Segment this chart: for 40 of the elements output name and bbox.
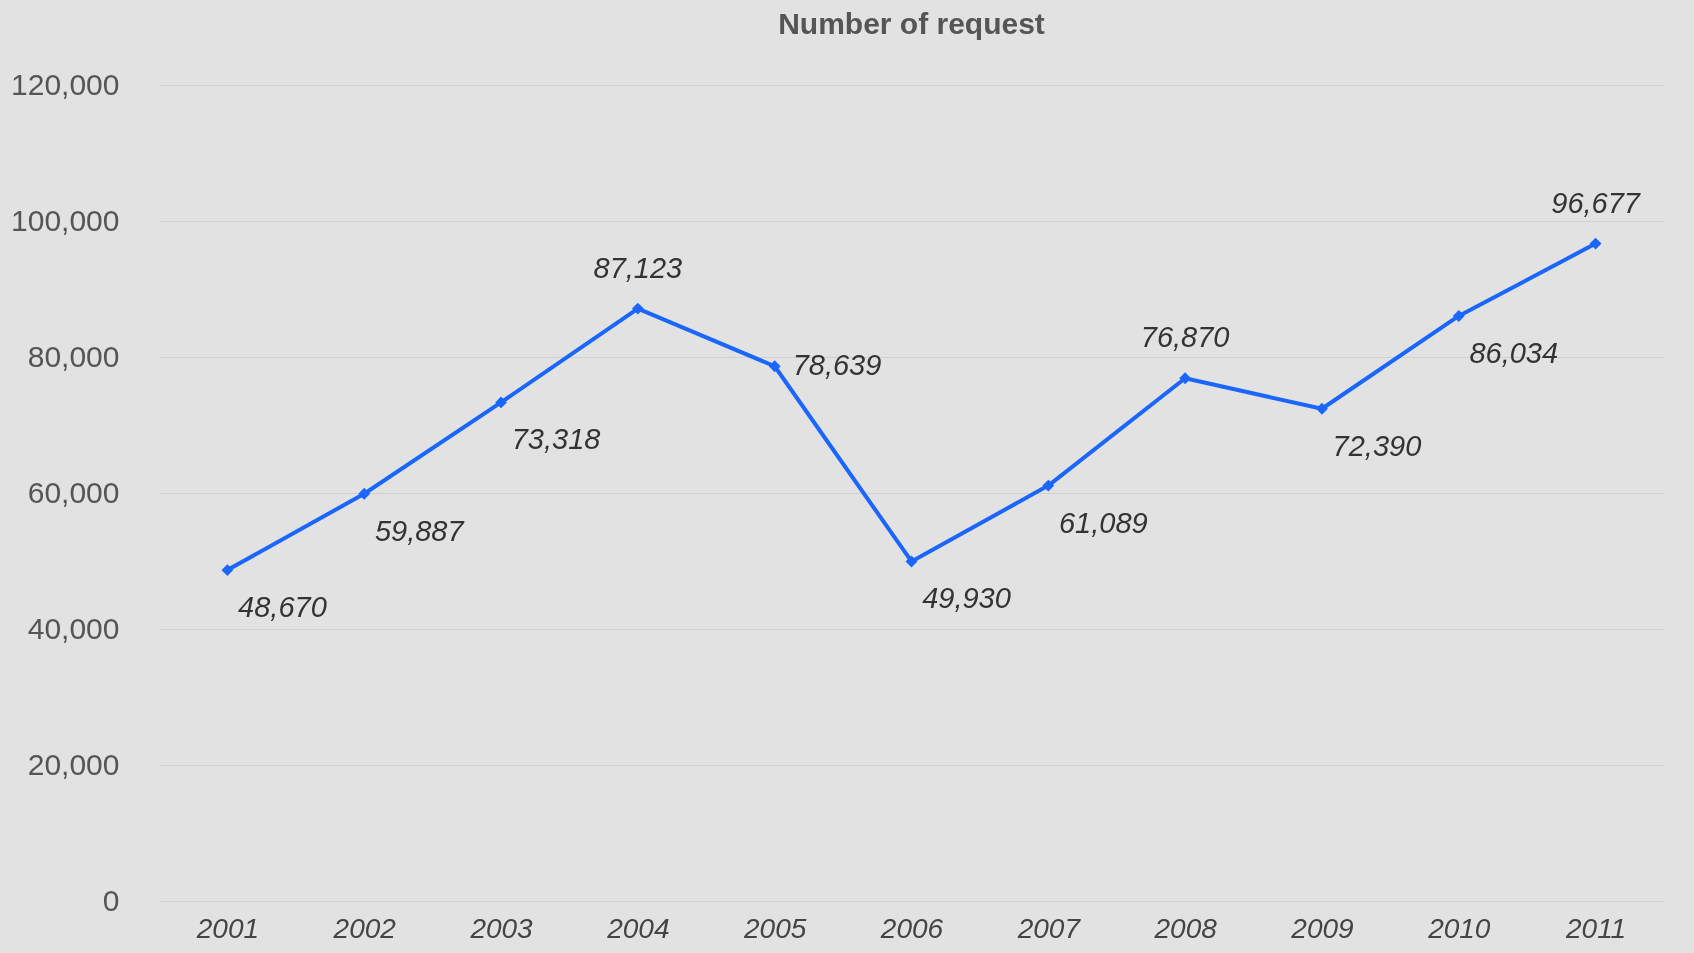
point xyxy=(631,302,644,315)
point xyxy=(358,487,371,500)
point xyxy=(1452,310,1465,322)
y-tick-label: 0 xyxy=(102,883,120,917)
data-label: 78,639 xyxy=(792,349,882,382)
y-tick-label: 120,000 xyxy=(11,67,120,101)
x-tick-label: 2003 xyxy=(469,912,534,944)
point xyxy=(1589,237,1602,250)
point xyxy=(1179,372,1192,385)
x-tick-label: 2011 xyxy=(1564,912,1627,944)
point xyxy=(221,564,234,576)
y-tick-label: 60,000 xyxy=(27,475,120,509)
y-tick-label: 100,000 xyxy=(11,203,120,237)
x-tick-label: 2009 xyxy=(1290,912,1354,944)
x-tick-label: 2006 xyxy=(879,912,944,944)
x-tick-label: 2005 xyxy=(743,912,807,944)
x-tick-label: 2002 xyxy=(332,912,397,944)
data-label: 72,390 xyxy=(1332,429,1422,462)
x-tick-label: 2010 xyxy=(1427,912,1491,944)
y-tick-label: 80,000 xyxy=(27,339,120,373)
data-label: 48,670 xyxy=(238,591,327,624)
data-label: 73,318 xyxy=(511,423,601,456)
point xyxy=(768,360,781,373)
x-tick-label: 2001 xyxy=(195,912,260,944)
data-label: 59,887 xyxy=(374,514,466,547)
x-tick-label: 2004 xyxy=(606,912,670,944)
point xyxy=(1042,479,1055,492)
y-tick-label: 40,000 xyxy=(27,611,120,645)
data-label: 61,089 xyxy=(1058,506,1148,539)
y-tick-label: 20,000 xyxy=(27,747,120,781)
data-label: 76,870 xyxy=(1140,321,1230,354)
point xyxy=(1316,402,1328,415)
data-label: 96,677 xyxy=(1551,186,1642,219)
data-label: 86,034 xyxy=(1469,336,1559,369)
data-label: 87,123 xyxy=(593,251,683,284)
point xyxy=(495,396,507,409)
data-label: 49,930 xyxy=(922,582,1011,615)
x-tick-label: 2007 xyxy=(1016,912,1082,944)
x-tick-label: 2008 xyxy=(1153,912,1218,944)
chart-title: Number of request xyxy=(778,7,1045,40)
